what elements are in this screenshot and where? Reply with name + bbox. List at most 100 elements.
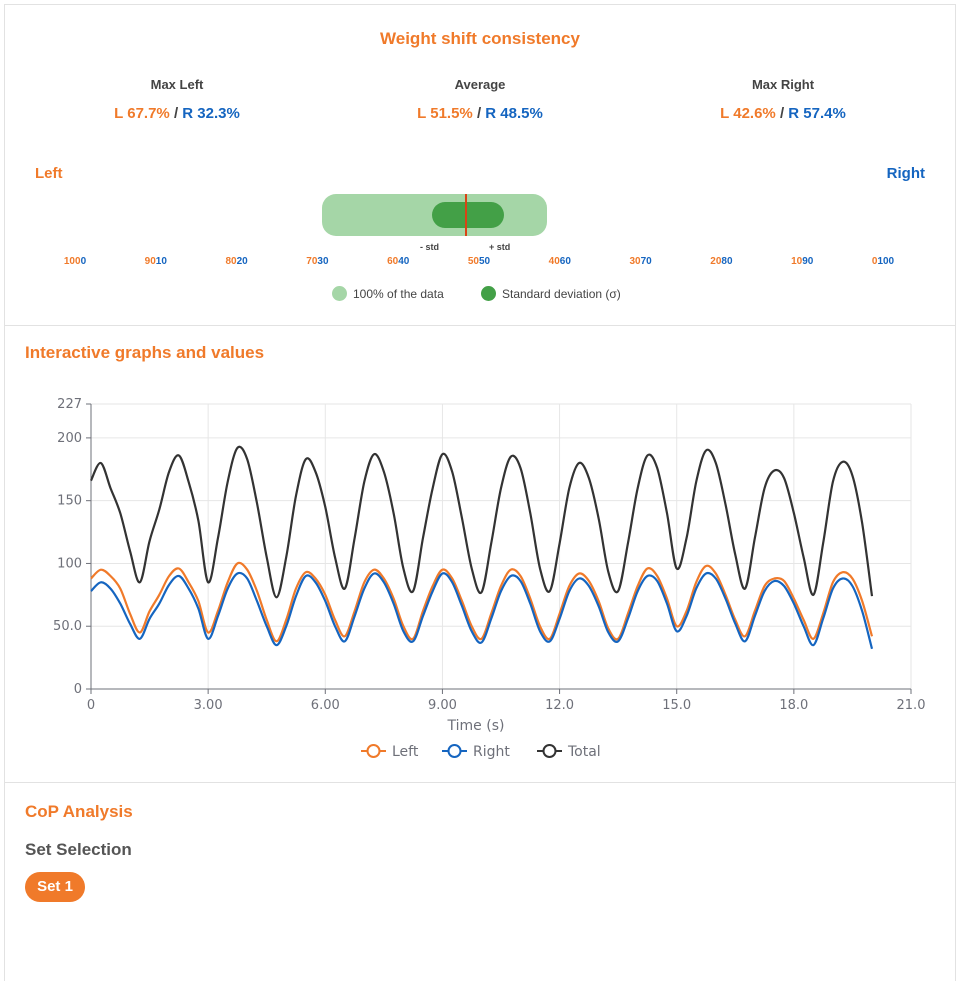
legend-label: Left [392, 744, 419, 760]
x-tick-label: 0 [87, 698, 95, 713]
y-tick-label: 100 [57, 556, 82, 571]
series-line-left [90, 561, 874, 643]
stat-left-value: L 51.5% [417, 105, 473, 122]
y-tick-label: 150 [57, 494, 82, 509]
stat-label: Max Left [150, 77, 204, 92]
stat-average: Average L 51.5% / R 48.5% [380, 77, 580, 122]
x-tick-label: 21.0 [897, 698, 926, 713]
x-tick-label: 9.00 [428, 698, 457, 713]
stat-max-right: Max Right L 42.6% / R 57.4% [683, 77, 883, 122]
tick-left-pct: 70 [306, 256, 318, 267]
legend-item-total[interactable]: Total [537, 744, 601, 760]
tick-right-pct: 90 [802, 256, 814, 267]
stat-separator: / [173, 105, 179, 122]
tick-right-pct: 100 [877, 256, 895, 267]
tick-left-pct: 100 [63, 256, 81, 267]
stat-value: L 67.7% / R 32.3% [77, 105, 277, 122]
series-line-right [90, 571, 874, 650]
y-tick-label: 227 [57, 397, 82, 412]
scale-tick: 6040 [378, 256, 418, 267]
stat-right-value: R 57.4% [788, 105, 846, 122]
stat-separator: / [476, 105, 482, 122]
x-tick-label: 12.0 [545, 698, 574, 713]
scale-tick: 2080 [701, 256, 741, 267]
set-1-button[interactable]: Set 1 [25, 872, 85, 902]
y-tick-label: 200 [57, 431, 82, 446]
tick-right-pct: 30 [317, 256, 329, 267]
stat-value: L 42.6% / R 57.4% [683, 105, 883, 122]
right-side-label: Right [886, 165, 925, 182]
legend-marker [447, 744, 462, 758]
scale-tick: 3070 [621, 256, 661, 267]
tick-left-pct: 20 [710, 256, 722, 267]
line-chart[interactable]: 0 3.00 6.00 9.00 12.0 15.0 18.0 21.0 0 50.0 100 150… [5, 327, 955, 783]
scale-tick: 1000 [55, 256, 95, 267]
scale-tick: 5050 [459, 256, 499, 267]
cop-section: CoP Analysis Set Selection Set 1 [5, 784, 955, 982]
graphs-section: Interactive graphs and values 0 3.00 6.00 9… [5, 327, 955, 783]
scale-tick: 4060 [540, 256, 580, 267]
minus-std-label: - std [420, 242, 439, 252]
tick-right-pct: 70 [640, 256, 652, 267]
tick-left-pct: 30 [629, 256, 641, 267]
x-tick-label: 15.0 [662, 698, 691, 713]
y-tick-label: 50.0 [53, 619, 82, 634]
legend-item-left[interactable]: Left [361, 744, 419, 760]
left-side-label: Left [35, 165, 63, 182]
stat-right-value: R 48.5% [485, 105, 543, 122]
x-tick-label: 18.0 [779, 698, 808, 713]
stat-max-left: Max Left L 67.7% / R 32.3% [77, 77, 277, 122]
x-axis-label: Time (s) [447, 718, 505, 734]
tick-right-pct: 0 [80, 256, 87, 267]
legend-light-green-dot [332, 286, 347, 301]
tick-right-pct: 60 [559, 256, 571, 267]
legend-label: Right [473, 744, 510, 760]
stat-separator: / [779, 105, 785, 122]
scale-tick: 0100 [863, 256, 903, 267]
legend-std-label: Standard deviation (σ) [502, 286, 621, 301]
legend-std: Standard deviation (σ) [481, 286, 621, 301]
tick-left-pct: 50 [467, 256, 479, 267]
scale-tick: 7030 [297, 256, 337, 267]
tick-left-pct: 60 [387, 256, 399, 267]
legend-data-range: 100% of the data [332, 286, 444, 301]
legend-data-label: 100% of the data [353, 286, 444, 301]
plus-std-label: + std [489, 242, 511, 252]
legend-item-right[interactable]: Right [442, 744, 510, 760]
stat-value: L 51.5% / R 48.5% [380, 105, 580, 122]
x-tick-label: 6.00 [311, 698, 340, 713]
tick-left-pct: 10 [791, 256, 803, 267]
scale-tick: 8020 [217, 256, 257, 267]
x-tick-label: 3.00 [194, 698, 223, 713]
tick-left-pct: 90 [144, 256, 156, 267]
tick-right-pct: 10 [155, 256, 167, 267]
graphs-title: Interactive graphs and values [25, 343, 265, 362]
legend-marker [542, 744, 557, 758]
set-selection-label: Set Selection [25, 840, 132, 859]
stat-label: Max Right [751, 77, 815, 92]
stat-left-value: L 42.6% [720, 105, 776, 122]
legend-dark-green-dot [481, 286, 496, 301]
report-panel: Weight shift consistency Max Left L 67.7… [4, 4, 956, 981]
scale-tick: 9010 [136, 256, 176, 267]
std-range-bar [432, 202, 504, 228]
scale-tick: 1090 [782, 256, 822, 267]
tick-right-pct: 20 [236, 256, 248, 267]
average-marker [465, 194, 467, 236]
tick-left-pct: 0 [871, 256, 878, 267]
legend-label: Total [567, 744, 601, 760]
tick-right-pct: 40 [398, 256, 410, 267]
legend-marker [366, 744, 381, 758]
weight-shift-title: Weight shift consistency [380, 29, 580, 48]
y-tick-label: 0 [74, 682, 82, 697]
stat-label: Average [454, 77, 506, 92]
tick-left-pct: 80 [225, 256, 237, 267]
stat-left-value: L 67.7% [114, 105, 170, 122]
cop-title: CoP Analysis [25, 802, 133, 821]
tick-right-pct: 50 [479, 256, 491, 267]
tick-right-pct: 80 [721, 256, 733, 267]
stat-right-value: R 32.3% [182, 105, 240, 122]
weight-shift-section: Weight shift consistency Max Left L 67.7… [5, 5, 955, 326]
tick-left-pct: 40 [548, 256, 560, 267]
series-line-total [90, 445, 874, 599]
